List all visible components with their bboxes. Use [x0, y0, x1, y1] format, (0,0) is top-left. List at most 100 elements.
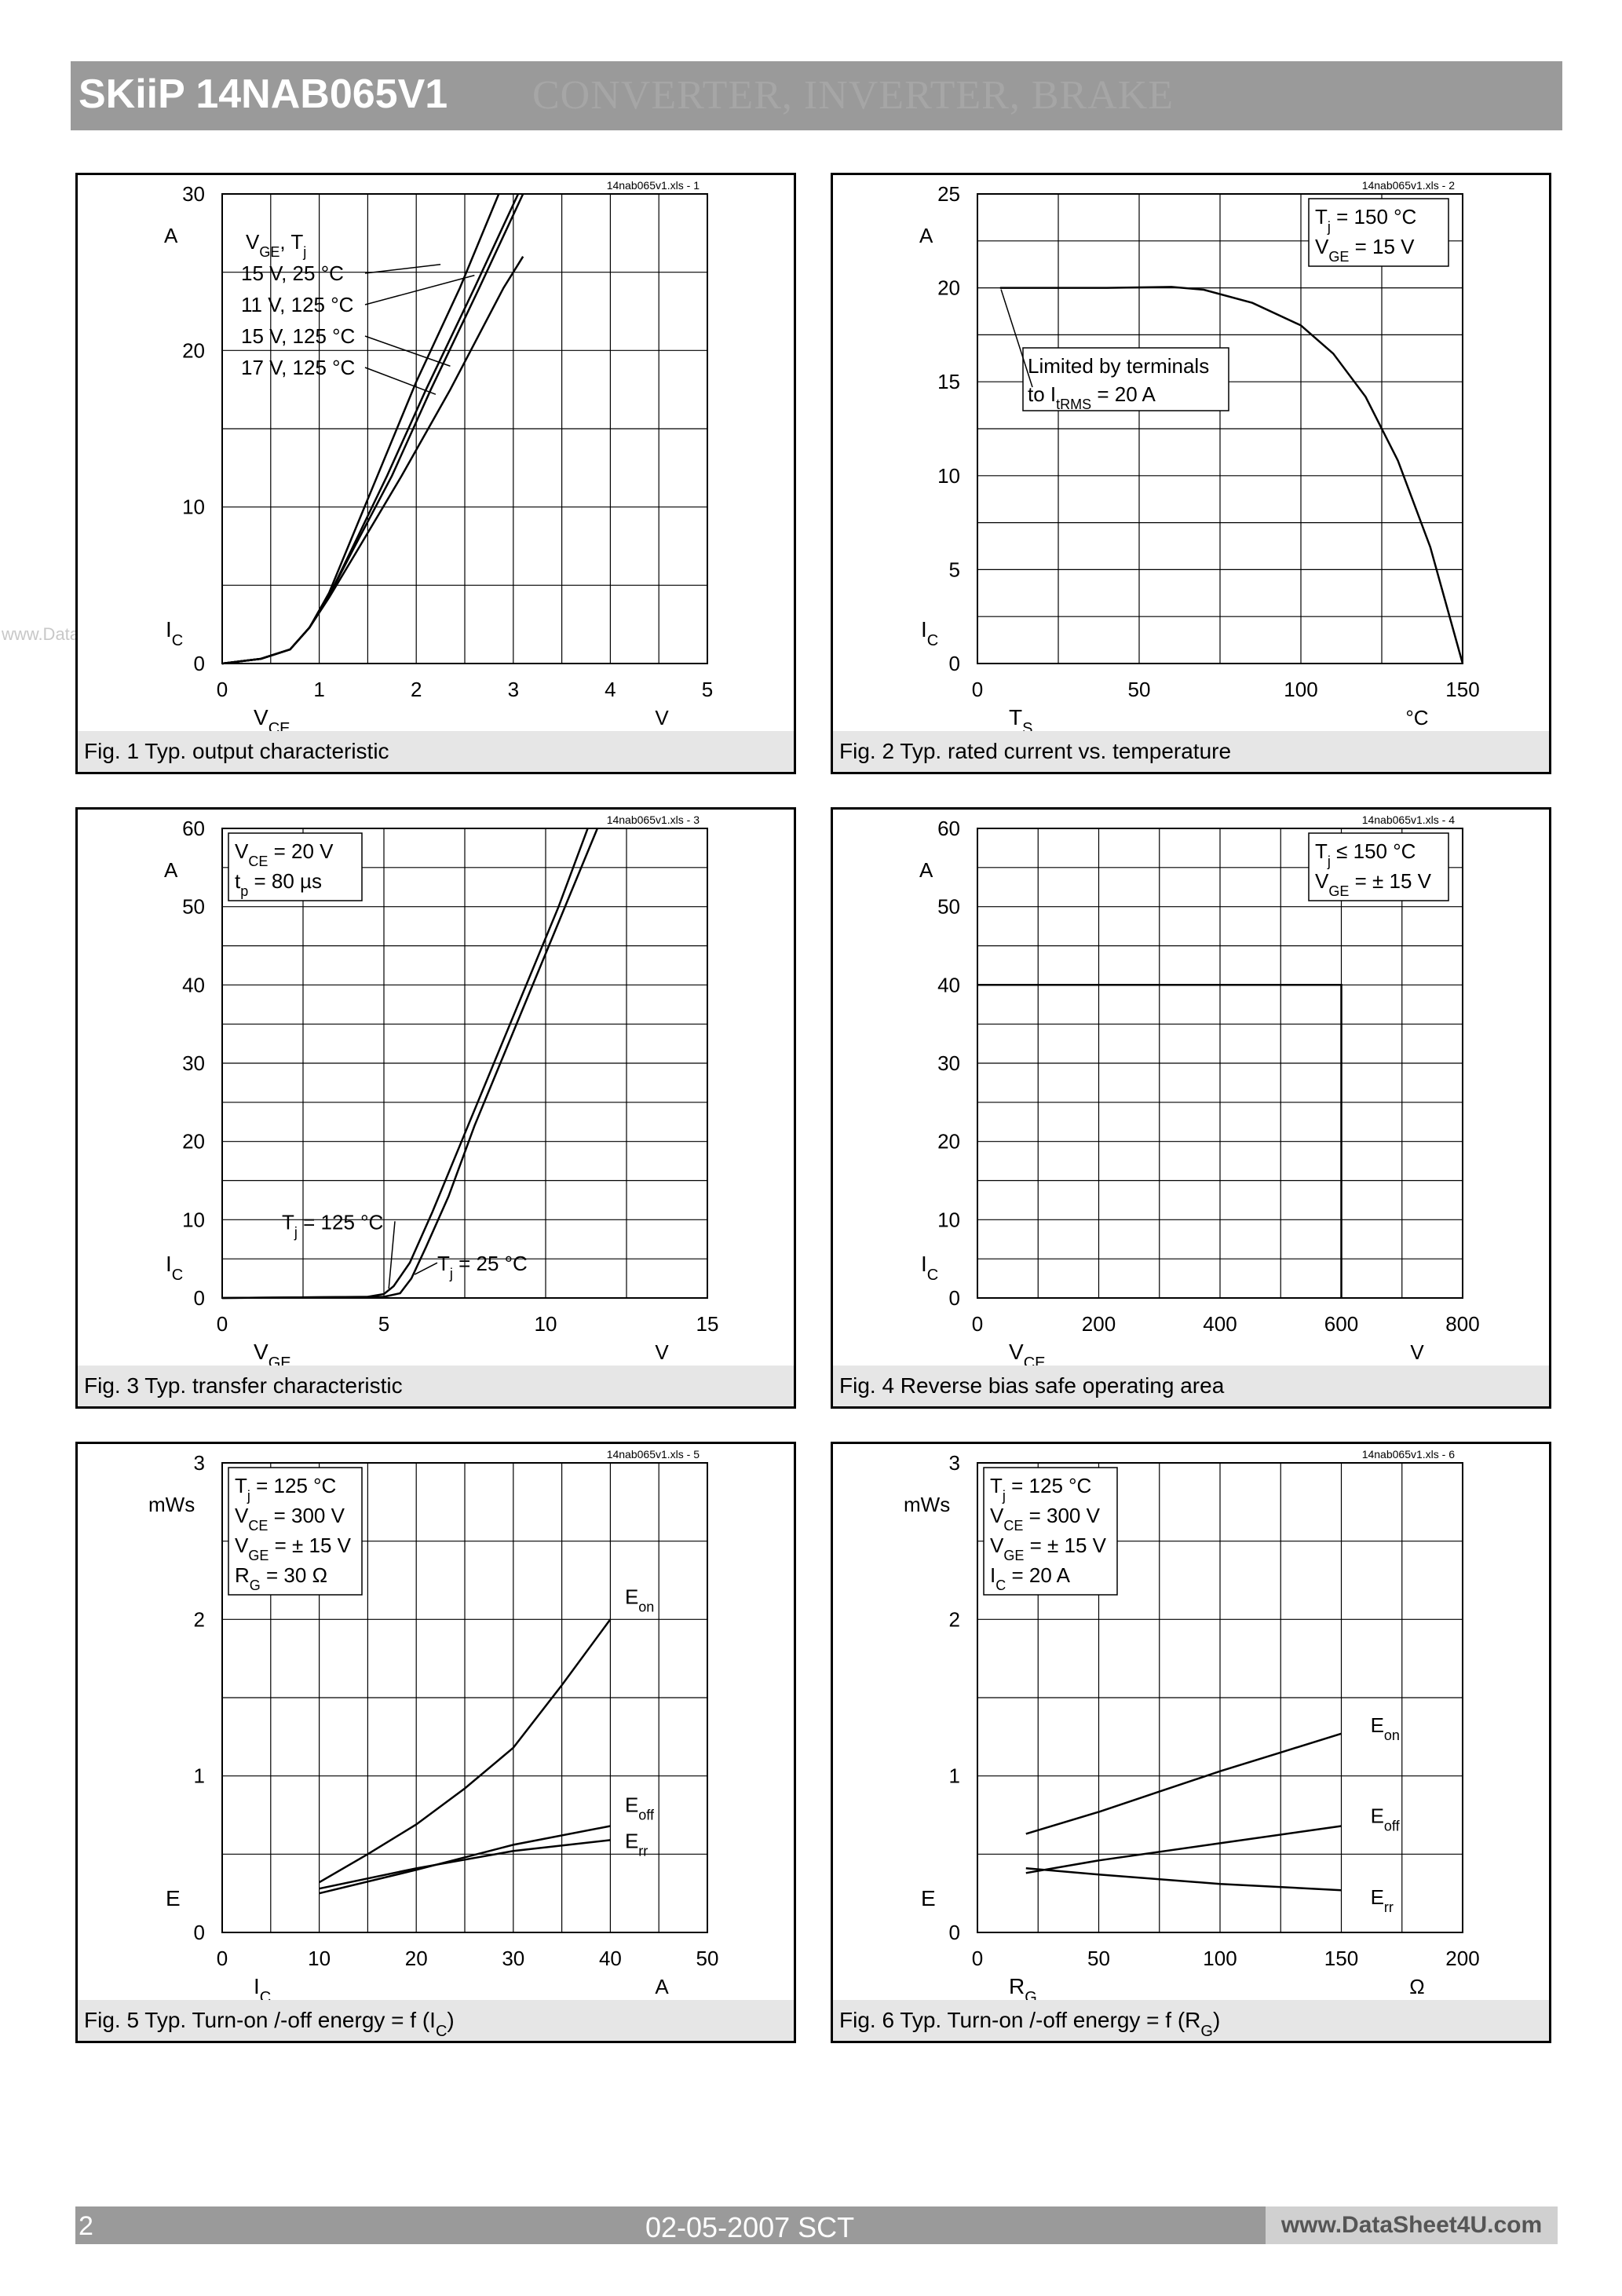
y-tick-label: 0 — [949, 652, 960, 675]
x-tick-label: 30 — [502, 1947, 524, 1970]
footer-site: www.DataSheet4U.com — [1266, 2206, 1558, 2244]
caption-svg: Fig. 2 Typ. rated current vs. temperatur… — [839, 739, 1231, 763]
plot-frame — [221, 828, 708, 1299]
series-line-2 — [319, 1825, 611, 1895]
x-tick-label: 200 — [1445, 1947, 1479, 1970]
y-axis-label: E — [166, 1886, 181, 1910]
x-tick-label: 1 — [313, 678, 324, 701]
plot-frame — [221, 193, 708, 664]
series-label: Eoff — [625, 1793, 655, 1823]
y-tick-label: 10 — [937, 464, 960, 488]
y-tick-label: 3 — [949, 1451, 960, 1475]
condition-text: IC = 20 A — [990, 1563, 1071, 1593]
y-tick-label: 40 — [937, 973, 960, 996]
x-axis-unit: Ω — [1409, 1975, 1424, 1998]
series-line-3 — [319, 1839, 611, 1890]
x-tick-label: 0 — [217, 1947, 228, 1970]
caption-svg: Fig. 5 Typ. Turn-on /-off energy = f (IC… — [84, 2008, 455, 2040]
y-tick-label: 20 — [182, 1130, 205, 1153]
condition-text: tp = 80 µs — [235, 869, 322, 899]
y-tick-label: 60 — [937, 817, 960, 840]
y-tick-label: 10 — [182, 495, 205, 519]
condition-box — [1308, 832, 1449, 901]
annotation-box — [1022, 347, 1229, 411]
legend-entry: 15 V, 25 °C — [241, 261, 344, 285]
condition-text: VGE = ± 15 V — [1315, 869, 1432, 899]
legend-entry: 11 V, 125 °C — [241, 293, 353, 316]
chart-file-label: 14nab065v1.xls - 5 — [607, 1448, 700, 1461]
y-tick-label: 1 — [949, 1764, 960, 1788]
legend-leader — [364, 335, 451, 367]
series-line-1 — [977, 984, 1343, 1298]
series-line-1 — [999, 286, 1464, 664]
x-tick-label: 0 — [217, 678, 228, 701]
condition-box — [983, 1467, 1118, 1596]
chart-svg-1: 14nab065v1.xls - 1 0 1 2 3 4 5 0 10 20 30 VCE V IC A VG… — [164, 179, 713, 731]
y-axis-unit: mWs — [904, 1493, 950, 1516]
plot-frame — [977, 828, 1463, 1299]
figure-caption-text: Fig. 4 Reverse bias safe operating area — [839, 1373, 1225, 1398]
series-label: Eon — [625, 1585, 654, 1614]
chart-file-label: 14nab065v1.xls - 6 — [1362, 1448, 1456, 1461]
x-tick-label: 0 — [972, 1312, 983, 1336]
y-axis-label: IC — [166, 617, 183, 649]
series-label: Err — [1371, 1885, 1394, 1915]
footer-bar: 2 02-05-2007 SCT www.DataSheet4U.com — [75, 2206, 1558, 2244]
y-tick-label: 60 — [182, 817, 205, 840]
x-tick-label: 5 — [378, 1312, 389, 1336]
condition-text: VGE = ± 15 V — [990, 1534, 1107, 1563]
x-tick-label: 0 — [972, 678, 983, 701]
condition-text: VGE = ± 15 V — [235, 1534, 352, 1563]
condition-text: RG = 30 Ω — [235, 1563, 327, 1593]
x-tick-label: 400 — [1203, 1312, 1237, 1336]
x-axis-label: VCE — [1009, 1340, 1045, 1366]
legend-leader — [364, 367, 437, 395]
y-tick-label: 1 — [194, 1764, 205, 1788]
y-tick-label: 0 — [949, 1921, 960, 1944]
y-tick-label: 0 — [194, 1921, 205, 1944]
figure-caption: Fig. 2 Typ. rated current vs. temperatur… — [833, 731, 1549, 772]
y-axis-label: IC — [166, 1252, 183, 1284]
chart-file-label: 14nab065v1.xls - 1 — [607, 179, 700, 192]
x-axis-label: VGE — [254, 1340, 291, 1366]
x-tick-label: 800 — [1445, 1312, 1479, 1336]
y-tick-label: 15 — [937, 370, 960, 393]
x-tick-label: 600 — [1324, 1312, 1358, 1336]
caption-svg: Fig. 3 Typ. transfer characteristic — [84, 1373, 403, 1398]
y-tick-label: 20 — [937, 276, 960, 300]
y-axis-label: IC — [921, 617, 938, 649]
condition-text: Tj = 150 °C — [1315, 205, 1416, 235]
legend-entry: 15 V, 125 °C — [241, 324, 355, 348]
y-tick-label: 2 — [194, 1607, 205, 1631]
chart-svg-5: 14nab065v1.xls - 5 0 10 20 30 40 50 0 1 2 3 IC A EmWs… — [148, 1448, 718, 2000]
legend-header: VGE, Tj — [246, 230, 306, 260]
figure-caption: Fig. 4 Reverse bias safe operating area — [833, 1366, 1549, 1406]
condition-text: VCE = 300 V — [235, 1504, 345, 1534]
x-tick-label: 200 — [1082, 1312, 1116, 1336]
page-title: SKiiP 14NAB065V1 — [79, 71, 448, 117]
condition-text: Tj ≤ 150 °C — [1315, 839, 1416, 869]
y-axis-unit: A — [919, 858, 933, 882]
condition-text: VGE = 15 V — [1315, 235, 1415, 265]
caption-svg: Fig. 1 Typ. output characteristic — [84, 739, 389, 763]
series-label: Eoff — [1371, 1804, 1401, 1834]
chart-panel-3: 14nab065v1.xls - 3 0 5 10 15 0 10 20 30 40 50 60 VGE… — [75, 807, 796, 1409]
plot-frame — [977, 1462, 1463, 1933]
x-axis-label: VCE — [254, 705, 290, 731]
caption-svg: Fig. 4 Reverse bias safe operating area — [839, 1373, 1225, 1398]
y-tick-label: 0 — [194, 1286, 205, 1310]
page-subtitle: CONVERTER, INVERTER, BRAKE — [532, 73, 1174, 118]
series-line-1 — [1025, 1732, 1342, 1835]
chart-panel-2: 14nab065v1.xls - 2 0 50 100 150 0 5 10 15 20 25 TS °… — [831, 173, 1551, 774]
condition-text: Tj = 125 °C — [235, 1474, 336, 1504]
chart-panel-1: 14nab065v1.xls - 1 0 1 2 3 4 5 0 10 20 30 VCE V IC A VG… — [75, 173, 796, 774]
legend-leader — [364, 274, 475, 305]
condition-box — [228, 832, 363, 901]
figure-caption-text: Fig. 1 Typ. output characteristic — [84, 739, 389, 763]
y-tick-label: 0 — [949, 1286, 960, 1310]
series-label: Tj = 125 °C — [282, 1210, 383, 1240]
plot-frame — [977, 193, 1463, 664]
chart-svg-3: 14nab065v1.xls - 3 0 5 10 15 0 10 20 30 40 50 60 VGE… — [164, 813, 718, 1366]
series-leader — [414, 1262, 438, 1275]
